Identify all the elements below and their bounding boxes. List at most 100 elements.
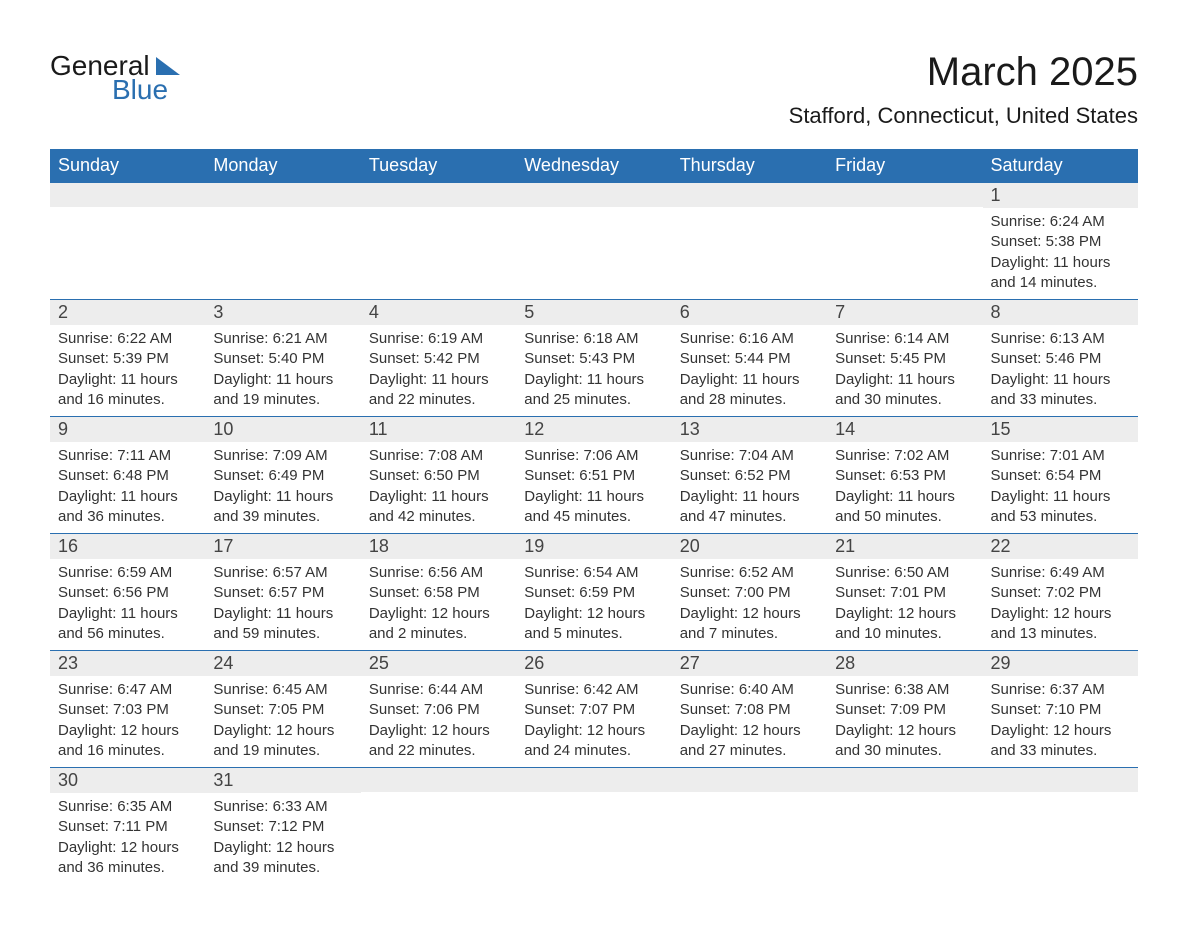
month-title: March 2025 [789, 50, 1138, 95]
daylight-text: Daylight: 12 hours and 16 minutes. [58, 721, 197, 762]
daylight-text: Daylight: 11 hours and 56 minutes. [58, 604, 197, 645]
sunset-text: Sunset: 6:57 PM [213, 583, 352, 603]
calendar-day-cell [672, 183, 827, 300]
calendar-body: 1Sunrise: 6:24 AMSunset: 5:38 PMDaylight… [50, 183, 1138, 885]
sunset-text: Sunset: 6:48 PM [58, 466, 197, 486]
day-number: 28 [827, 651, 982, 676]
calendar-day-cell: 30 Sunrise: 6:35 AMSunset: 7:11 PMDayligh… [50, 768, 205, 885]
sunrise-text: Sunrise: 7:06 AM [524, 446, 663, 466]
day-body: Sunrise: 6:45 AMSunset: 7:05 PMDaylight:… [205, 676, 360, 767]
day-body: Sunrise: 6:47 AMSunset: 7:03 PMDaylight:… [50, 676, 205, 767]
weekday-header: Saturday [983, 149, 1138, 183]
day-number-empty [50, 183, 205, 207]
daylight-text: Daylight: 11 hours and 50 minutes. [835, 487, 974, 528]
calendar-day-cell: 18Sunrise: 6:56 AMSunset: 6:58 PMDayligh… [361, 534, 516, 651]
sunrise-text: Sunrise: 6:18 AM [524, 329, 663, 349]
day-number-empty [361, 183, 516, 207]
calendar-day-cell: 22Sunrise: 6:49 AMSunset: 7:02 PMDayligh… [983, 534, 1138, 651]
day-body: Sunrise: 7:08 AMSunset: 6:50 PMDaylight:… [361, 442, 516, 533]
calendar-day-cell: 21Sunrise: 6:50 AMSunset: 7:01 PMDayligh… [827, 534, 982, 651]
day-number: 19 [516, 534, 671, 559]
sunrise-text: Sunrise: 6:24 AM [991, 212, 1130, 232]
day-number: 15 [983, 417, 1138, 442]
daylight-text: Daylight: 12 hours and 10 minutes. [835, 604, 974, 645]
calendar-day-cell: 31Sunrise: 6:33 AMSunset: 7:12 PMDayligh… [205, 768, 360, 885]
calendar-day-cell [361, 183, 516, 300]
sunset-text: Sunset: 7:00 PM [680, 583, 819, 603]
calendar-day-cell: 17Sunrise: 6:57 AMSunset: 6:57 PMDayligh… [205, 534, 360, 651]
day-number: 30 [50, 768, 205, 793]
calendar-header-row: SundayMondayTuesdayWednesdayThursdayFrid… [50, 149, 1138, 183]
day-number-empty [672, 768, 827, 792]
day-body-empty [516, 792, 671, 852]
calendar-day-cell: 29Sunrise: 6:37 AMSunset: 7:10 PMDayligh… [983, 651, 1138, 768]
sunset-text: Sunset: 7:09 PM [835, 700, 974, 720]
day-body: Sunrise: 6:49 AMSunset: 7:02 PMDaylight:… [983, 559, 1138, 650]
daylight-text: Daylight: 12 hours and 22 minutes. [369, 721, 508, 762]
day-number-empty [827, 183, 982, 207]
daylight-text: Daylight: 11 hours and 30 minutes. [835, 370, 974, 411]
day-number: 14 [827, 417, 982, 442]
sunrise-text: Sunrise: 6:38 AM [835, 680, 974, 700]
sunset-text: Sunset: 5:42 PM [369, 349, 508, 369]
day-body: Sunrise: 6:37 AMSunset: 7:10 PMDaylight:… [983, 676, 1138, 767]
daylight-text: Daylight: 11 hours and 39 minutes. [213, 487, 352, 528]
sunrise-text: Sunrise: 6:44 AM [369, 680, 508, 700]
day-number: 27 [672, 651, 827, 676]
sunrise-text: Sunrise: 6:35 AM [58, 797, 197, 817]
daylight-text: Daylight: 11 hours and 19 minutes. [213, 370, 352, 411]
calendar-day-cell: 1Sunrise: 6:24 AMSunset: 5:38 PMDaylight… [983, 183, 1138, 300]
daylight-text: Daylight: 11 hours and 16 minutes. [58, 370, 197, 411]
day-body: Sunrise: 6:52 AMSunset: 7:00 PMDaylight:… [672, 559, 827, 650]
day-number: 9 [50, 417, 205, 442]
day-body-empty [672, 207, 827, 267]
day-body: Sunrise: 7:02 AMSunset: 6:53 PMDaylight:… [827, 442, 982, 533]
sunset-text: Sunset: 6:53 PM [835, 466, 974, 486]
sunset-text: Sunset: 6:54 PM [991, 466, 1130, 486]
day-number: 3 [205, 300, 360, 325]
daylight-text: Daylight: 12 hours and 13 minutes. [991, 604, 1130, 645]
sunset-text: Sunset: 6:52 PM [680, 466, 819, 486]
day-body: Sunrise: 7:11 AMSunset: 6:48 PMDaylight:… [50, 442, 205, 533]
day-number: 22 [983, 534, 1138, 559]
day-body: Sunrise: 6:57 AMSunset: 6:57 PMDaylight:… [205, 559, 360, 650]
day-number: 11 [361, 417, 516, 442]
logo-text-blue: Blue [112, 74, 168, 106]
daylight-text: Daylight: 11 hours and 53 minutes. [991, 487, 1130, 528]
calendar-day-cell: 13Sunrise: 7:04 AMSunset: 6:52 PMDayligh… [672, 417, 827, 534]
sunrise-text: Sunrise: 6:57 AM [213, 563, 352, 583]
daylight-text: Daylight: 12 hours and 39 minutes. [213, 838, 352, 879]
calendar-day-cell: 23Sunrise: 6:47 AMSunset: 7:03 PMDayligh… [50, 651, 205, 768]
sunrise-text: Sunrise: 7:09 AM [213, 446, 352, 466]
daylight-text: Daylight: 12 hours and 30 minutes. [835, 721, 974, 762]
day-number: 18 [361, 534, 516, 559]
calendar-day-cell: 9Sunrise: 7:11 AMSunset: 6:48 PMDaylight… [50, 417, 205, 534]
day-body-empty [827, 207, 982, 267]
daylight-text: Daylight: 12 hours and 27 minutes. [680, 721, 819, 762]
calendar-day-cell: 3Sunrise: 6:21 AMSunset: 5:40 PMDaylight… [205, 300, 360, 417]
daylight-text: Daylight: 12 hours and 19 minutes. [213, 721, 352, 762]
day-number-empty [361, 768, 516, 792]
day-body-empty [50, 207, 205, 267]
sunset-text: Sunset: 7:01 PM [835, 583, 974, 603]
day-body: Sunrise: 6:33 AMSunset: 7:12 PMDaylight:… [205, 793, 360, 884]
day-body-empty [361, 792, 516, 852]
calendar-day-cell: 8Sunrise: 6:13 AMSunset: 5:46 PMDaylight… [983, 300, 1138, 417]
location-subtitle: Stafford, Connecticut, United States [789, 103, 1138, 129]
day-number: 6 [672, 300, 827, 325]
day-number: 25 [361, 651, 516, 676]
calendar-day-cell: 14Sunrise: 7:02 AMSunset: 6:53 PMDayligh… [827, 417, 982, 534]
day-number: 4 [361, 300, 516, 325]
calendar-day-cell [516, 768, 671, 885]
daylight-text: Daylight: 11 hours and 25 minutes. [524, 370, 663, 411]
sunrise-text: Sunrise: 6:33 AM [213, 797, 352, 817]
sunrise-text: Sunrise: 7:01 AM [991, 446, 1130, 466]
calendar-day-cell: 6Sunrise: 6:16 AMSunset: 5:44 PMDaylight… [672, 300, 827, 417]
day-body: Sunrise: 6:44 AMSunset: 7:06 PMDaylight:… [361, 676, 516, 767]
day-body: Sunrise: 6:24 AMSunset: 5:38 PMDaylight:… [983, 208, 1138, 299]
day-body: Sunrise: 6:13 AMSunset: 5:46 PMDaylight:… [983, 325, 1138, 416]
calendar-table: SundayMondayTuesdayWednesdayThursdayFrid… [50, 149, 1138, 884]
sunset-text: Sunset: 7:03 PM [58, 700, 197, 720]
sunset-text: Sunset: 7:11 PM [58, 817, 197, 837]
daylight-text: Daylight: 12 hours and 36 minutes. [58, 838, 197, 879]
